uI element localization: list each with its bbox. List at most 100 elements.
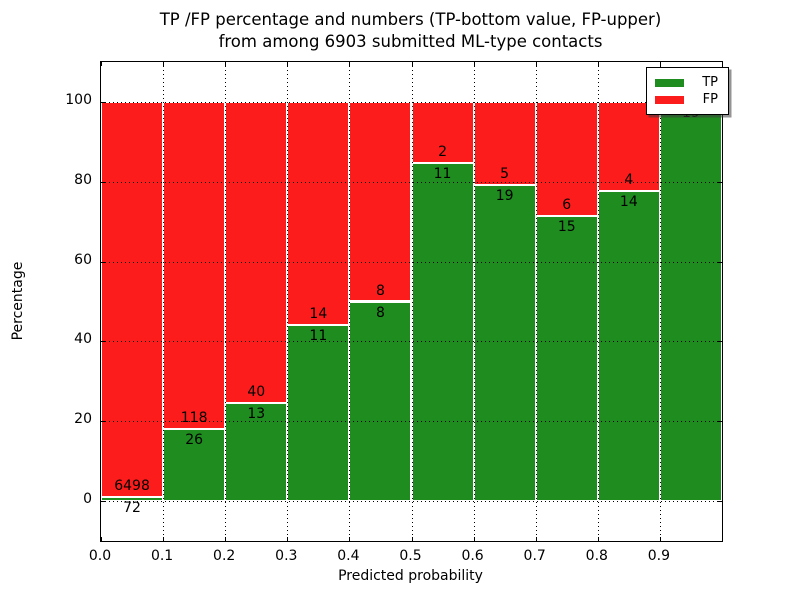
fp-count-label: 118: [180, 410, 208, 426]
legend-item-tp: TP: [655, 74, 718, 91]
tp-count-label: 14: [619, 193, 638, 210]
x-tick-mark: [287, 62, 289, 66]
fp-bar-segment: [163, 101, 226, 429]
fp-count-label: 8: [375, 282, 385, 299]
fp-count-label: 6498: [114, 477, 150, 494]
x-tick-label: 0.0: [88, 548, 112, 564]
x-tick-mark: [163, 537, 165, 541]
x-gridline: [287, 62, 289, 541]
x-gridline: [473, 62, 475, 541]
fp-count-label: 6: [562, 196, 572, 213]
tp-color-swatch: [655, 78, 684, 87]
x-tick-mark: [411, 62, 413, 66]
tp-bar-segment: [101, 496, 164, 502]
tp-bar-segment: [163, 429, 226, 502]
x-tick-mark: [473, 62, 475, 66]
x-tick-label: 0.5: [399, 548, 422, 564]
fp-count-label: 2: [438, 144, 447, 161]
tp-bar-segment: [349, 301, 412, 502]
x-axis-label: Predicted probability: [338, 568, 483, 584]
legend-label-fp: FP: [702, 92, 718, 107]
legend: TP FP: [646, 67, 729, 115]
x-gridline: [659, 62, 661, 541]
tp-bar-segment: [535, 215, 598, 502]
x-tick-mark: [535, 62, 537, 66]
y-tick-label: 0: [83, 491, 92, 508]
y-tick-mark: [101, 101, 105, 103]
x-tick-mark: [535, 537, 537, 541]
x-tick-label: 0.3: [275, 548, 298, 564]
legend-item-fp: FP: [655, 91, 718, 108]
tp-count-label: 19: [495, 188, 514, 205]
fp-bar-segment: [473, 101, 536, 186]
tp-count-label: 11: [309, 328, 328, 345]
y-tick-mark: [718, 501, 722, 503]
x-gridline: [597, 62, 599, 541]
fp-count-label: 14: [309, 306, 328, 323]
x-tick-mark: [349, 62, 351, 66]
x-tick-mark: [411, 537, 413, 541]
x-tick-label: 0.6: [461, 548, 484, 564]
x-tick-mark: [287, 537, 289, 541]
y-tick-label: 20: [74, 411, 92, 428]
x-tick-label: 0.9: [647, 548, 671, 564]
x-tick-mark: [597, 537, 599, 541]
fp-count-label: 40: [247, 384, 266, 401]
y-tick-mark: [101, 181, 105, 183]
plot-area: TP FP 6498721182640131411882115196154141…: [100, 61, 729, 542]
x-tick-label: 0.2: [213, 548, 236, 564]
fp-color-swatch: [655, 95, 684, 104]
tp-count-label: 11: [433, 166, 452, 183]
x-tick-mark: [659, 62, 661, 66]
x-tick-mark: [101, 62, 102, 66]
x-gridline: [225, 62, 227, 541]
y-tick-mark: [718, 421, 722, 423]
x-tick-mark: [225, 62, 227, 66]
tp-bar-segment: [473, 185, 536, 502]
fp-bar-segment: [287, 101, 350, 326]
y-tick-mark: [718, 181, 722, 183]
tp-count-label: 15: [557, 218, 576, 235]
tp-bar-segment: [659, 101, 722, 502]
chart-title: TP /FP percentage and numbers (TP-bottom…: [100, 9, 721, 53]
y-tick-label: 80: [74, 171, 92, 188]
x-tick-label: 0.1: [150, 548, 174, 564]
chart-title-line2: from among 6903 submitted ML-type contac…: [218, 32, 603, 51]
y-tick-mark: [718, 341, 722, 343]
x-tick-mark: [349, 537, 351, 541]
x-gridline: [349, 62, 351, 541]
x-gridline: [163, 62, 165, 541]
y-tick-mark: [718, 261, 722, 263]
x-tick-mark: [473, 537, 475, 541]
tp-count-label: 26: [185, 432, 204, 448]
x-gridline: [535, 62, 537, 541]
y-tick-label: 60: [74, 251, 92, 268]
x-tick-mark: [597, 62, 599, 66]
chart-title-line1: TP /FP percentage and numbers (TP-bottom…: [159, 10, 662, 29]
x-tick-label: 0.8: [585, 548, 608, 564]
fp-bar-segment: [225, 101, 288, 404]
y-tick-mark: [101, 421, 105, 423]
tp-bar-segment: [411, 163, 474, 502]
fp-count-label: 4: [624, 171, 634, 188]
tp-bar-segment: [287, 325, 350, 502]
tp-count-label: 13: [247, 406, 266, 423]
y-tick-mark: [101, 261, 105, 263]
fp-bar-segment: [101, 101, 164, 497]
tp-count-label: 72: [123, 499, 141, 516]
y-tick-mark: [101, 501, 105, 503]
x-tick-mark: [101, 537, 102, 541]
fp-bar-segment: [597, 101, 660, 191]
y-axis-label: Percentage: [10, 261, 26, 341]
tp-bar-segment: [597, 190, 660, 502]
x-tick-label: 0.7: [523, 548, 546, 564]
x-tick-mark: [225, 537, 227, 541]
y-tick-mark: [101, 341, 105, 343]
legend-label-tp: TP: [702, 75, 718, 90]
x-tick-mark: [163, 62, 165, 66]
x-tick-label: 0.4: [337, 548, 360, 564]
tp-count-label: 8: [375, 304, 385, 321]
fp-count-label: 5: [500, 166, 510, 183]
x-gridline: [411, 62, 413, 541]
